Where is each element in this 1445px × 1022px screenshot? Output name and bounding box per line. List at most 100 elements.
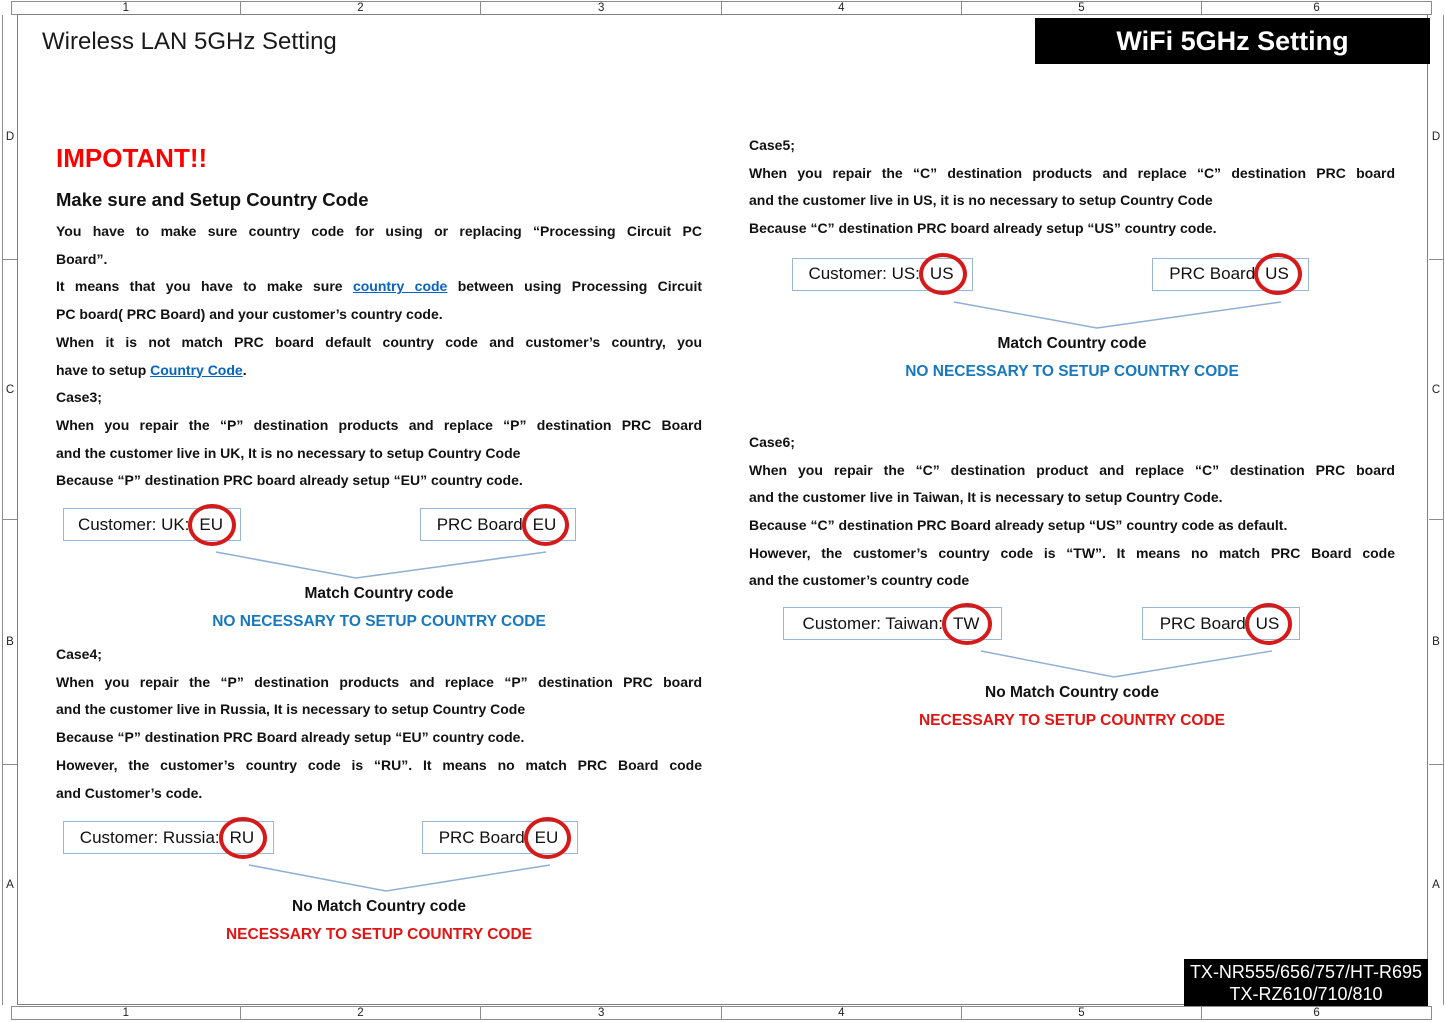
left-column: IMPOTANT!! Make sure and Setup Country C… [56, 143, 702, 944]
text-segment: . [242, 361, 247, 378]
country-code-link[interactable]: country code [352, 278, 448, 295]
page: Wireless LAN 5GHz Setting WiFi 5GHz Sett… [17, 14, 1430, 1006]
text-line: Because “P” destination PRC Board alread… [56, 729, 525, 746]
customer-box: Customer: Russia: RU [63, 816, 274, 859]
ruler-tick: 2 [241, 1007, 482, 1019]
text-line: You have to make sure country code for u… [56, 223, 702, 239]
ruler-tick: 2 [241, 2, 482, 14]
prc-board-label: PRC Board [1169, 264, 1256, 284]
case4-label: Case4; [56, 646, 102, 663]
prc-board-label: PRC Board [1159, 613, 1246, 633]
text-line: PC board( PRC Board) and your customer’s… [56, 306, 443, 323]
text-line: and the customer live in UK, It is no ne… [56, 444, 521, 461]
text-segment: have to setup [56, 361, 151, 378]
text-line: Because “C” destination PRC Board alread… [749, 516, 1288, 533]
ruler-tick: 6 [1313, 1007, 1320, 1019]
ruler-tick: 1 [12, 1007, 241, 1019]
connector-line [953, 301, 1282, 329]
ruler-tick: 5 [962, 1007, 1203, 1019]
connector-line [248, 864, 551, 893]
action-label: NECESSARY TO SETUP COUNTRY CODE [225, 926, 533, 944]
page-title: Wireless LAN 5GHz Setting [42, 28, 337, 55]
case3-paragraph: When you repair the “P” destination prod… [56, 412, 702, 495]
ruler-tick: C [3, 260, 17, 520]
ruler-left: D C B A [2, 15, 17, 1005]
ruler-tick: A [1432, 879, 1440, 891]
text-line: Board”. [56, 250, 108, 267]
country-code-value: US [1254, 253, 1302, 296]
action-label: NO NECESSARY TO SETUP COUNTRY CODE [905, 362, 1239, 380]
country-code-value: TW [942, 602, 993, 645]
customer-label: Customer: Taiwan: [802, 613, 944, 633]
prc-board-box: PRC Board US [1142, 602, 1300, 645]
text-line: and the customer live in US, it is no ne… [749, 192, 1213, 209]
text-segment: It means that you have to make sure [56, 278, 353, 295]
match-label: No Match Country code [985, 684, 1159, 702]
text-line: Because “P” destination PRC board alread… [56, 472, 523, 489]
country-code-value: RU [218, 816, 268, 859]
customer-box: Customer: US: US [792, 253, 973, 296]
text-segment: between using Processing Circuit [447, 278, 702, 295]
customer-label: Customer: Russia: [79, 827, 220, 847]
text-line: When you repair the “P” destination prod… [56, 673, 702, 690]
model-line: TX-RZ610/710/810 [1229, 983, 1383, 1004]
case6-diagram: Customer: Taiwan: TW PRC Board US [749, 602, 1395, 681]
ruler-tick: B [3, 520, 17, 765]
case6-paragraph: When you repair the “C” destination prod… [749, 457, 1395, 596]
ruler-tick: 4 [722, 2, 962, 14]
ruler-tick: 3 [481, 1007, 722, 1019]
model-line: TX-NR555/656/757/HT-R695 [1189, 961, 1423, 982]
connector-line [215, 551, 547, 579]
case3-diagram: Customer: UK: EU PRC Board EU [56, 503, 702, 582]
ruler-tick: 3 [481, 2, 722, 14]
text-line: When you repair the “P” destination prod… [56, 416, 702, 433]
customer-box: Customer: Taiwan: TW [783, 602, 1002, 645]
country-code-value: EU [521, 503, 570, 546]
country-code-link[interactable]: Country Code [150, 361, 243, 378]
ruler-tick: D [1429, 15, 1443, 260]
match-label: Match Country code [304, 585, 454, 603]
country-code-value: US [918, 253, 967, 296]
country-code-value: EU [188, 503, 237, 546]
ruler-tick: D [3, 15, 17, 260]
text-line: and the customer live in Taiwan, It is n… [749, 489, 1223, 506]
intro-paragraph: You have to make sure country code for u… [56, 218, 702, 384]
text-line: and the customer live in Russia, It is n… [56, 701, 526, 718]
text-line: and Customer’s code. [56, 784, 203, 801]
ruler-tick: 1 [12, 2, 241, 14]
model-label: TX-NR555/656/757/HT-R695 TX-RZ610/710/81… [1184, 959, 1428, 1006]
case4-paragraph: When you repair the “P” destination prod… [56, 669, 702, 808]
action-label: NO NECESSARY TO SETUP COUNTRY CODE [212, 613, 546, 631]
case5-paragraph: When you repair the “C” destination prod… [749, 160, 1395, 243]
prc-board-box: PRC Board US [1152, 253, 1309, 296]
important-heading: IMPOTANT!! [56, 143, 208, 173]
case5-label: Case5; [749, 137, 795, 153]
connector-line [980, 650, 1273, 678]
case4-diagram: Customer: Russia: RU PRC Board EU [56, 816, 702, 895]
text-line: have to setup Country Code. [56, 357, 702, 385]
text-line: and the customer’s country code [749, 572, 970, 589]
ruler-top: 1 2 3 4 5 6 [11, 1, 1432, 15]
text-line: Because “C” destination PRC board alread… [749, 220, 1217, 237]
text-line: However, the customer’s country code is … [749, 544, 1395, 561]
prc-board-box: PRC Board EU [420, 503, 576, 546]
text-line: However, the customer’s country code is … [56, 756, 702, 773]
country-code-value: US [1244, 602, 1293, 645]
ruler-bottom: 1 2 3 4 5 6 [11, 1006, 1432, 1020]
customer-label: Customer: UK: [77, 514, 190, 534]
text-line: When you repair the “C” destination prod… [749, 164, 1395, 181]
section-heading: Make sure and Setup Country Code [56, 189, 369, 210]
prc-board-label: PRC Board [436, 514, 523, 534]
customer-label: Customer: US: [808, 264, 920, 284]
case6-label: Case6; [749, 433, 795, 450]
customer-box: Customer: UK: EU [63, 503, 241, 546]
text-line: When you repair the “C” destination prod… [749, 461, 1395, 478]
match-label: Match Country code [997, 334, 1147, 352]
ruler-tick: C [1429, 260, 1443, 520]
country-code-value: EU [523, 816, 572, 859]
ruler-right: D C B A [1429, 15, 1444, 1005]
case5-diagram: Customer: US: US PRC Board US [749, 253, 1395, 332]
ruler-tick: 4 [722, 1007, 962, 1019]
action-label: NECESSARY TO SETUP COUNTRY CODE [918, 712, 1226, 730]
ruler-tick: 5 [962, 2, 1203, 14]
